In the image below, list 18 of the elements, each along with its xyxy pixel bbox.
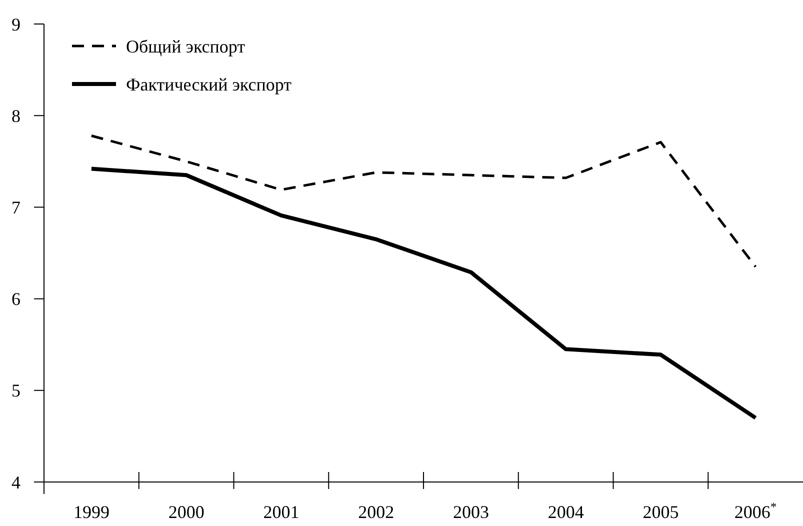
y-tick-label: 8 — [12, 106, 20, 126]
line-series — [89, 166, 758, 420]
x-tick-label: 2006$^{*}$ — [734, 500, 777, 522]
x-tick-label: 2000 — [168, 502, 204, 522]
x-tick-label: 2003 — [452, 502, 489, 522]
y-tick-label: 9 — [12, 14, 20, 34]
y-tick-label: 5 — [12, 380, 20, 401]
x-tick-label: 1999 — [73, 502, 110, 522]
x-tick-label: 2004 — [548, 502, 584, 522]
x-tick-label: 2005 — [642, 502, 679, 522]
line-series — [90, 134, 757, 268]
x-tick-label: 2001 — [263, 502, 300, 522]
y-tick-label: 6 — [12, 289, 20, 310]
y-tick-label: 4 — [12, 472, 20, 492]
legend-label: Фактический экспорт — [126, 74, 292, 94]
legend-label: Общий экспорт — [126, 36, 246, 56]
x-tick-label: 2002 — [358, 502, 394, 522]
y-tick-label: 7 — [12, 198, 20, 218]
